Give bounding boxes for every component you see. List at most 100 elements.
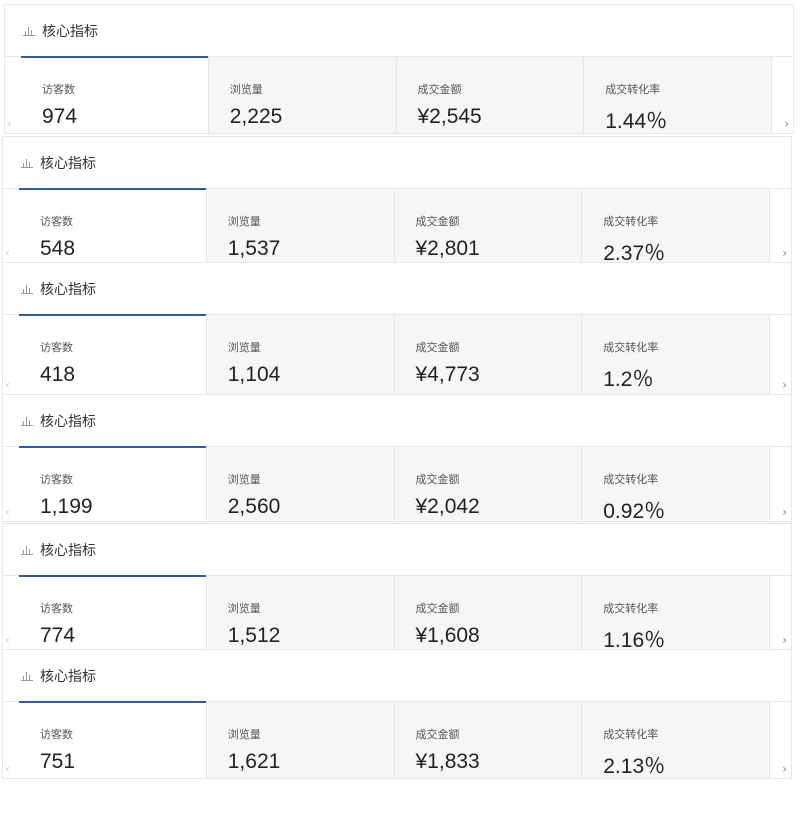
metric-label: 成交转化率 — [603, 602, 659, 615]
metric-value: 1.44％ — [605, 110, 668, 133]
metric-cards: 访客数 774 浏览量 1,512 成交金额 ¥1,608 成交转化率 1.16… — [19, 575, 770, 649]
bar-chart-icon — [21, 284, 33, 294]
metric-card[interactable]: 成交转化率 0.92％ — [582, 447, 770, 521]
metric-value: 1,199 — [40, 495, 93, 518]
metric-card[interactable]: 成交金额 ¥1,608 — [394, 576, 583, 649]
metric-cards: 访客数 974 浏览量 2,225 成交金额 ¥2,545 成交转化率 1.44… — [21, 56, 772, 133]
metric-cards: 访客数 1,199 浏览量 2,560 成交金额 ¥2,042 成交转化率 0.… — [19, 446, 770, 521]
metric-card[interactable]: 浏览量 1,512 — [206, 576, 395, 649]
chevron-right-icon[interactable]: › — [782, 246, 787, 260]
metric-value: 1,621 — [227, 750, 281, 773]
bar-chart-icon — [23, 26, 35, 36]
bar-chart-icon — [21, 671, 33, 681]
metric-value: 1,537 — [227, 237, 281, 260]
metric-cards: 访客数 548 浏览量 1,537 成交金额 ¥2,801 成交转化率 2.37… — [19, 188, 770, 262]
metric-value: 2,560 — [227, 495, 281, 518]
metric-value: 548 — [40, 237, 76, 260]
chevron-left-icon[interactable]: ‹ — [5, 246, 10, 260]
metric-label: 访客数 — [40, 341, 73, 354]
panel-header: 核心指标 — [3, 650, 791, 702]
metric-label: 访客数 — [42, 83, 75, 96]
metric-card[interactable]: 访客数 974 — [21, 56, 209, 133]
metric-card[interactable]: 成交金额 ¥2,545 — [396, 57, 585, 133]
bar-chart-icon — [21, 545, 33, 555]
chevron-right-icon[interactable]: › — [782, 378, 787, 392]
metric-card[interactable]: 访客数 418 — [19, 314, 207, 394]
panel-title: 核心指标 — [40, 668, 96, 685]
metric-card[interactable]: 成交金额 ¥2,801 — [394, 189, 583, 262]
metric-value: 2.37％ — [603, 242, 666, 263]
chevron-right-icon[interactable]: › — [782, 505, 787, 519]
chevron-left-icon[interactable]: ‹ — [5, 505, 10, 519]
metric-card[interactable]: 访客数 1,199 — [19, 446, 207, 521]
metric-label: 浏览量 — [227, 728, 261, 741]
metric-value: 0.92％ — [603, 500, 666, 522]
metric-card[interactable]: 浏览量 1,621 — [206, 702, 395, 778]
metric-label: 成交转化率 — [603, 215, 659, 228]
chevron-left-icon[interactable]: ‹ — [7, 117, 12, 131]
core-metrics-panel: 核心指标 访客数 974 浏览量 2,225 成交金额 ¥2,545 成交转化率… — [4, 4, 794, 134]
metric-value: 974 — [42, 105, 78, 128]
core-metrics-panel: 核心指标 访客数 1,199 浏览量 2,560 成交金额 ¥2,042 成交转… — [2, 394, 792, 522]
metric-value: ¥1,608 — [415, 624, 480, 647]
metric-label: 成交金额 — [415, 602, 460, 615]
metric-card[interactable]: 浏览量 2,560 — [206, 447, 395, 521]
metric-label: 浏览量 — [227, 602, 261, 615]
metric-card[interactable]: 成交金额 ¥2,042 — [394, 447, 583, 521]
metric-label: 成交金额 — [415, 473, 460, 486]
metric-value: ¥2,042 — [415, 495, 480, 518]
metric-card[interactable]: 成交转化率 1.16％ — [582, 576, 770, 649]
metric-label: 浏览量 — [227, 215, 261, 228]
metric-value: 2,225 — [229, 105, 283, 128]
metric-label: 成交转化率 — [603, 341, 659, 354]
metric-value: 1.16％ — [603, 629, 666, 650]
chevron-right-icon[interactable]: › — [782, 762, 787, 776]
metric-cards: 访客数 751 浏览量 1,621 成交金额 ¥1,833 成交转化率 2.13… — [19, 701, 770, 778]
metric-label: 成交金额 — [415, 215, 460, 228]
metric-label: 访客数 — [40, 728, 73, 741]
metric-value: 2.13％ — [603, 755, 666, 778]
panel-title: 核心指标 — [40, 542, 96, 559]
metric-label: 成交金额 — [415, 728, 460, 741]
metric-card[interactable]: 成交转化率 1.44％ — [584, 57, 772, 133]
metric-card[interactable]: 访客数 751 — [19, 701, 207, 778]
metric-label: 访客数 — [40, 602, 73, 615]
panel-title: 核心指标 — [40, 281, 96, 298]
chevron-right-icon[interactable]: › — [782, 633, 787, 647]
metric-label: 浏览量 — [229, 83, 263, 96]
chevron-left-icon[interactable]: ‹ — [5, 762, 10, 776]
chevron-left-icon[interactable]: ‹ — [5, 378, 10, 392]
panel-header: 核心指标 — [3, 137, 791, 189]
metric-value: 1.2％ — [603, 368, 654, 391]
metric-card[interactable]: 成交金额 ¥1,833 — [394, 702, 583, 778]
metric-card[interactable]: 成交转化率 2.13％ — [582, 702, 770, 778]
metric-card[interactable]: 访客数 548 — [19, 188, 207, 262]
metric-value: 751 — [40, 750, 76, 773]
metric-value: ¥2,545 — [417, 105, 482, 128]
metric-card[interactable]: 成交转化率 1.2％ — [582, 315, 770, 394]
panel-header: 核心指标 — [3, 524, 791, 576]
metric-cards: 访客数 418 浏览量 1,104 成交金额 ¥4,773 成交转化率 1.2％ — [19, 314, 770, 394]
chevron-right-icon[interactable]: › — [784, 117, 789, 131]
metric-label: 浏览量 — [227, 473, 261, 486]
metric-card[interactable]: 浏览量 1,537 — [206, 189, 395, 262]
metric-label: 成交金额 — [417, 83, 462, 96]
core-metrics-panel: 核心指标 访客数 548 浏览量 1,537 成交金额 ¥2,801 成交转化率… — [2, 136, 792, 263]
metric-value: 418 — [40, 363, 76, 386]
metric-card[interactable]: 访客数 774 — [19, 575, 207, 649]
metric-value: ¥1,833 — [415, 750, 480, 773]
metric-label: 访客数 — [40, 215, 73, 228]
chevron-left-icon[interactable]: ‹ — [5, 633, 10, 647]
metric-card[interactable]: 成交转化率 2.37％ — [582, 189, 770, 262]
panel-title: 核心指标 — [40, 155, 96, 172]
metric-card[interactable]: 浏览量 1,104 — [206, 315, 395, 394]
bar-chart-icon — [21, 416, 33, 426]
metric-label: 成交金额 — [415, 341, 460, 354]
metric-card[interactable]: 浏览量 2,225 — [208, 57, 397, 133]
metric-card[interactable]: 成交金额 ¥4,773 — [394, 315, 583, 394]
panel-title: 核心指标 — [42, 23, 98, 40]
core-metrics-panel: 核心指标 访客数 774 浏览量 1,512 成交金额 ¥1,608 成交转化率… — [2, 523, 792, 650]
bar-chart-icon — [21, 158, 33, 168]
core-metrics-panel: 核心指标 访客数 751 浏览量 1,621 成交金额 ¥1,833 成交转化率… — [2, 649, 792, 779]
metric-label: 成交转化率 — [603, 728, 659, 741]
